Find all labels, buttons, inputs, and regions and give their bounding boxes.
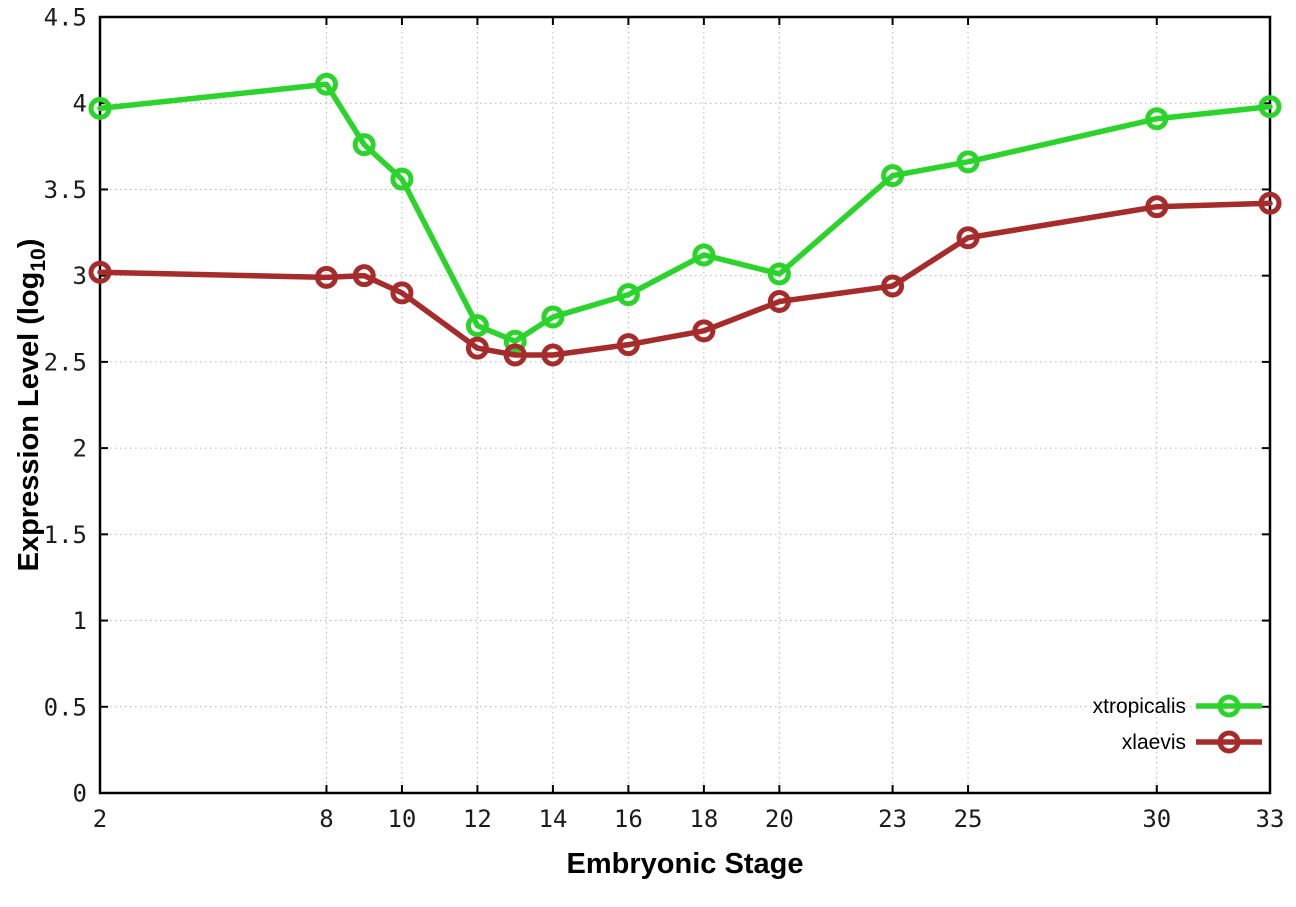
xlaevis-marker — [465, 336, 489, 360]
y-tick-label: 1 — [73, 607, 87, 635]
legend-label: xlaevis — [1122, 731, 1186, 754]
xlaevis-marker — [314, 265, 338, 289]
x-tick-label: 12 — [463, 805, 492, 833]
x-tick-labels: 2 8 10 12 14 16 18 20 23 25 30 33 — [93, 805, 1285, 833]
legend-item-xlaevis: xlaevis — [1122, 730, 1262, 754]
y-tick-label: 3 — [73, 262, 87, 290]
x-axis-label: Embryonic Stage — [567, 848, 804, 880]
xtropicalis-marker — [616, 283, 640, 307]
legend-label: xtropicalis — [1093, 695, 1186, 718]
y-tick-label: 2.5 — [44, 348, 87, 376]
series-xtropicalis — [88, 72, 1282, 353]
x-tick-label: 8 — [319, 805, 333, 833]
xlaevis-marker — [390, 281, 414, 305]
xlaevis-marker — [767, 290, 791, 314]
y-tick-label: 4.5 — [44, 4, 87, 32]
y-tick-label: 0 — [73, 780, 87, 808]
xlaevis-marker — [692, 319, 716, 343]
x-tick-label: 14 — [538, 805, 567, 833]
xtropicalis-marker — [541, 305, 565, 329]
xlaevis-marker — [616, 333, 640, 357]
y-axis-label: Expression Level (log10) — [13, 239, 50, 572]
xtropicalis-marker — [1145, 107, 1169, 131]
y-tick-label: 1.5 — [44, 521, 87, 549]
xlaevis-marker — [1258, 191, 1282, 215]
xtropicalis-marker — [1258, 95, 1282, 119]
xlaevis-marker — [881, 274, 905, 298]
xtropicalis-marker — [503, 329, 527, 353]
svg-text:Expression Level (log10): Expression Level (log10) — [13, 239, 50, 572]
xtropicalis-marker — [767, 262, 791, 286]
x-tick-label: 20 — [765, 805, 794, 833]
xtropicalis-marker — [956, 150, 980, 174]
y-tick-label: 4 — [73, 90, 87, 118]
legend: xtropicalis xlaevis — [1093, 694, 1262, 754]
xtropicalis-marker — [390, 167, 414, 191]
xtropicalis-marker — [352, 133, 376, 157]
x-tick-label: 25 — [954, 805, 983, 833]
series-xlaevis — [88, 191, 1282, 367]
xlaevis-marker — [956, 226, 980, 250]
x-tick-label: 10 — [387, 805, 416, 833]
x-tick-label: 18 — [689, 805, 718, 833]
x-tick-label: 16 — [614, 805, 643, 833]
legend-sample-marker — [1217, 694, 1241, 718]
xlaevis-marker — [88, 260, 112, 284]
xtropicalis-marker — [465, 314, 489, 338]
plot-border — [98, 15, 1272, 795]
y-tick-labels: 0 0.5 1 1.5 2 2.5 3 3.5 4 4.5 — [44, 4, 87, 808]
xlaevis-marker — [1145, 195, 1169, 219]
xlaevis-marker — [352, 264, 376, 288]
legend-sample-marker — [1217, 730, 1241, 754]
axis-ticks — [99, 16, 1271, 794]
y-tick-label: 0.5 — [44, 693, 87, 721]
xlaevis-marker — [541, 343, 565, 367]
x-tick-label: 2 — [93, 805, 107, 833]
xtropicalis-line — [97, 81, 1273, 344]
x-tick-label: 33 — [1256, 805, 1285, 833]
xlaevis-line — [97, 200, 1273, 358]
xtropicalis-marker — [692, 243, 716, 267]
y-tick-label: 2 — [73, 435, 87, 463]
xtropicalis-marker — [881, 164, 905, 188]
y-tick-label: 3.5 — [44, 176, 87, 204]
legend-item-xtropicalis: xtropicalis — [1093, 694, 1262, 718]
xlaevis-marker — [503, 343, 527, 367]
xtropicalis-marker — [314, 72, 338, 96]
x-tick-label: 30 — [1142, 805, 1171, 833]
xtropicalis-marker — [88, 96, 112, 120]
x-tick-label: 23 — [878, 805, 907, 833]
